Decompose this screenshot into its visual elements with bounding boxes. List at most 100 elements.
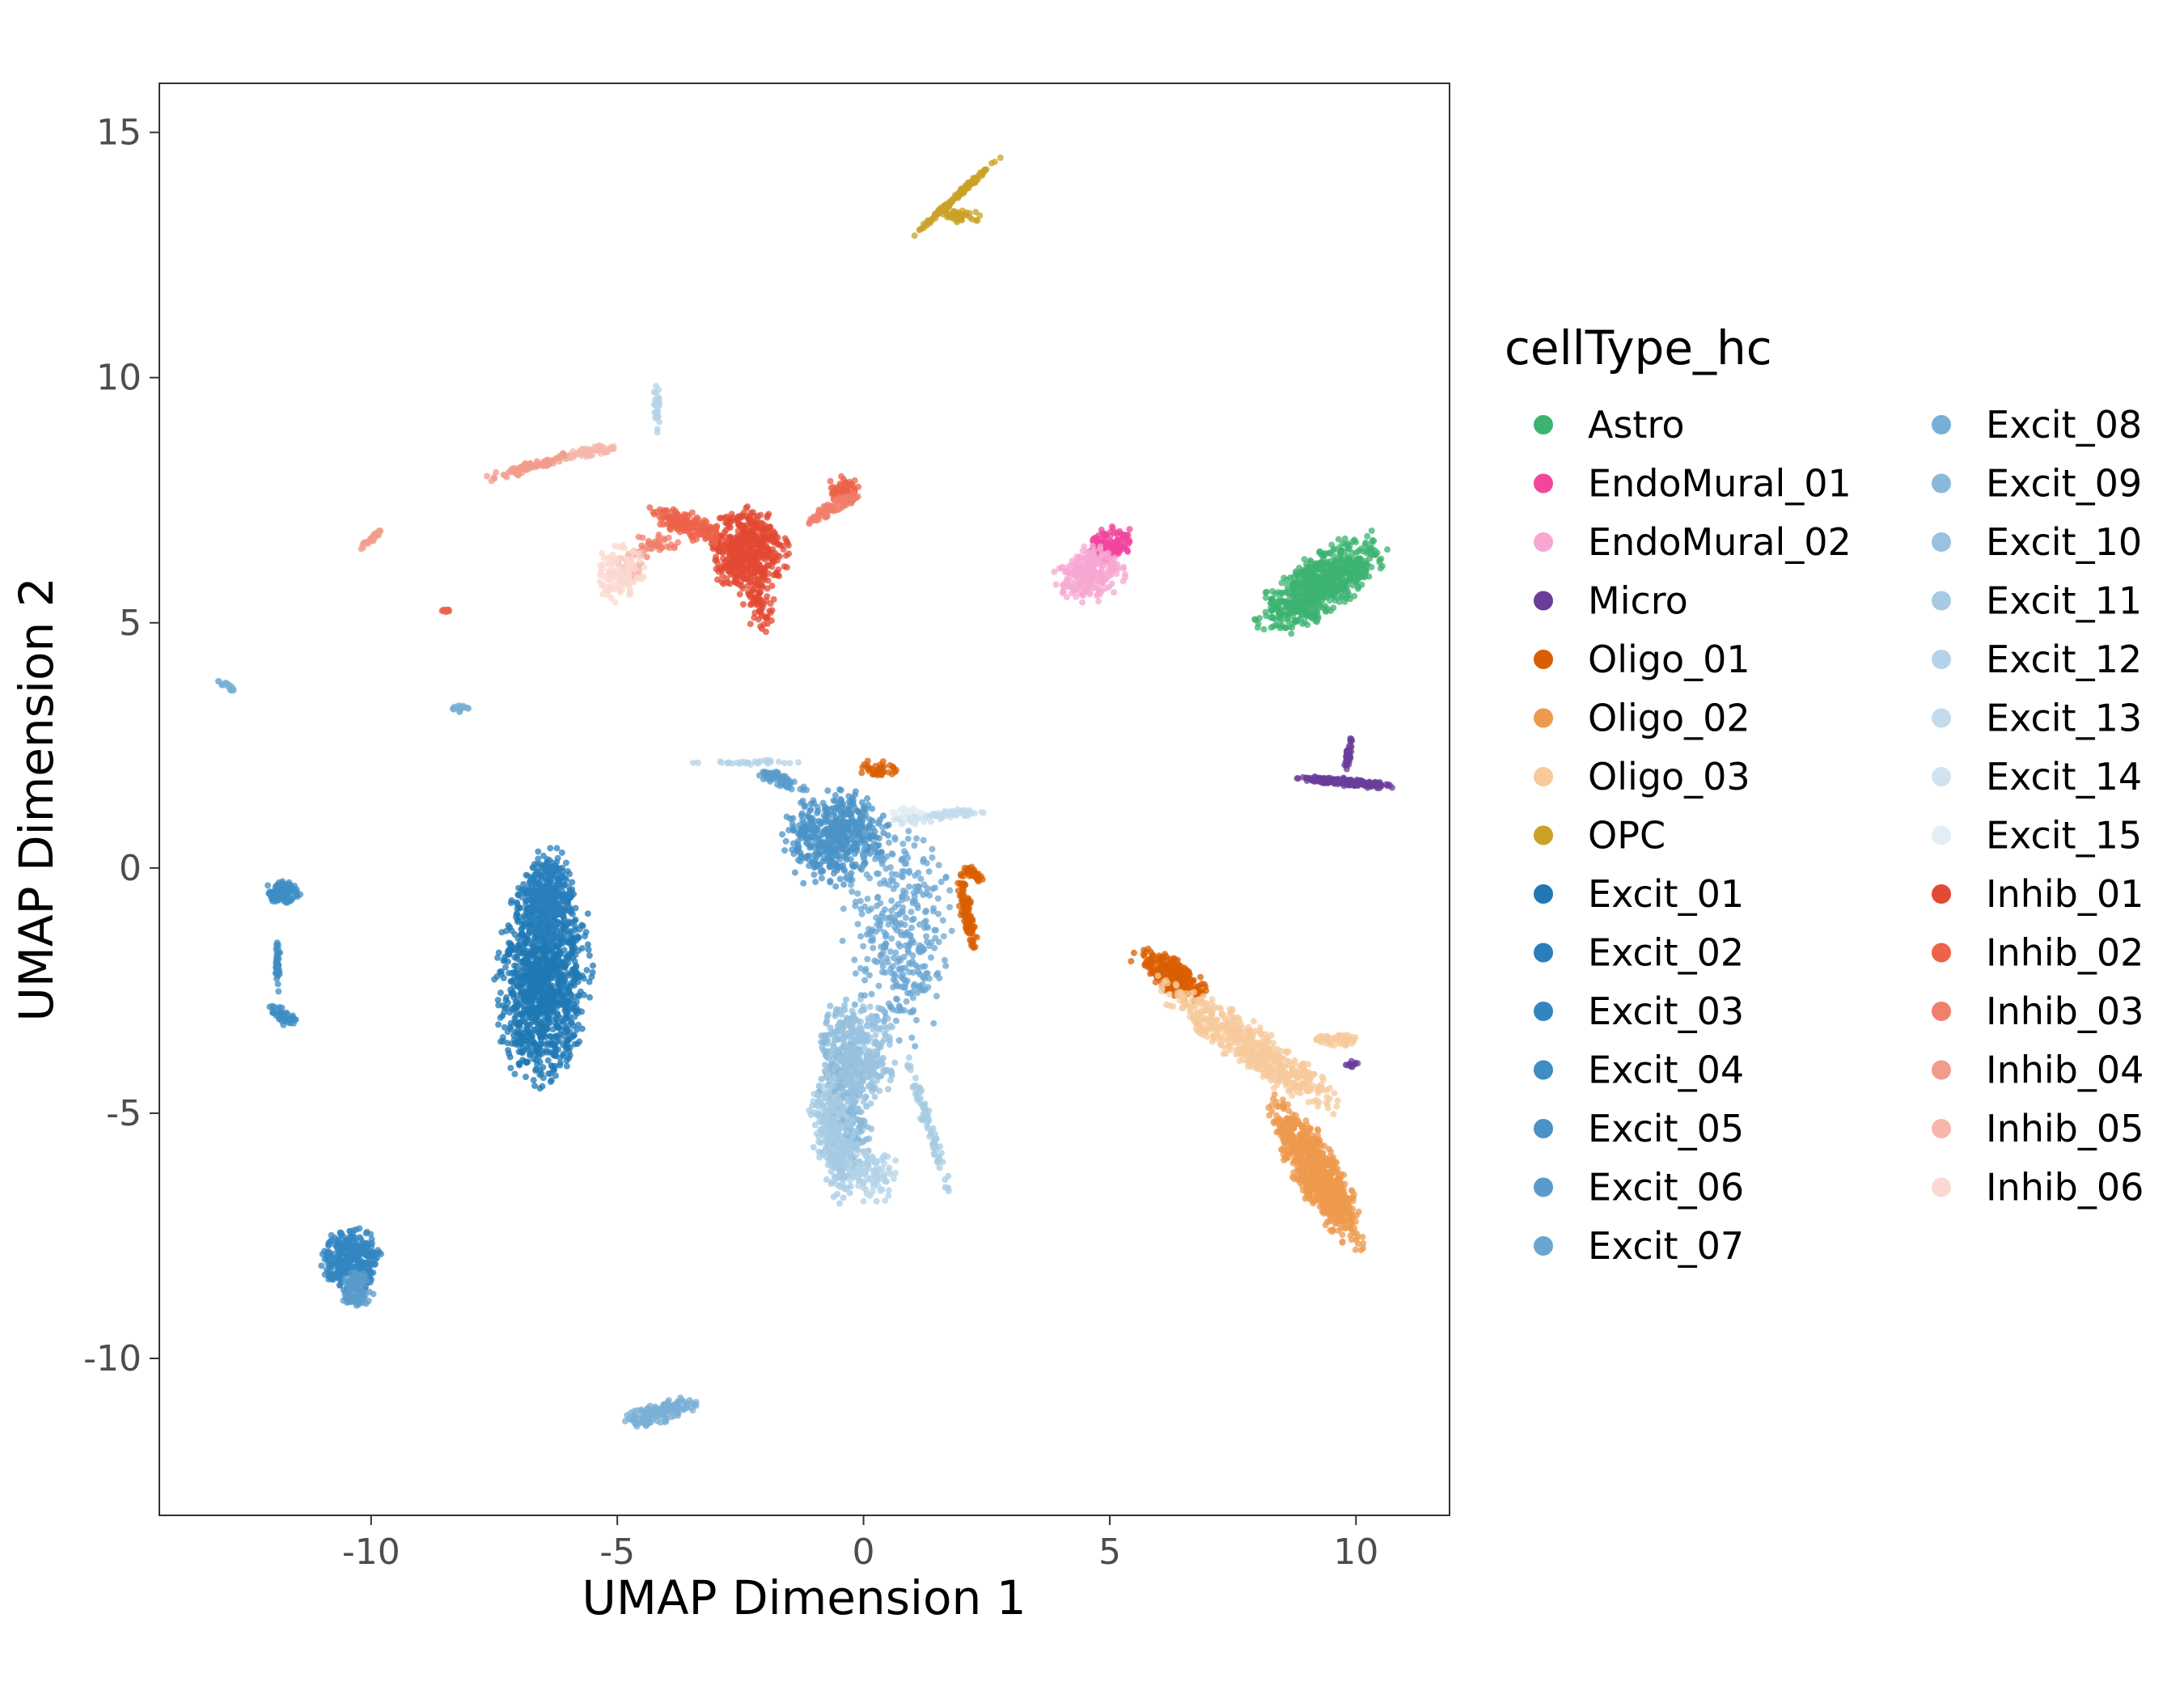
data-point	[1302, 774, 1310, 782]
data-point	[1326, 1146, 1333, 1153]
data-point	[540, 900, 548, 908]
data-point	[540, 1064, 547, 1071]
data-point	[1175, 992, 1182, 999]
data-point	[1345, 591, 1352, 599]
data-point	[1347, 743, 1354, 750]
data-point	[1111, 589, 1118, 596]
data-point	[565, 987, 572, 994]
data-point	[1302, 591, 1310, 599]
data-point	[513, 992, 520, 999]
data-point	[1162, 964, 1169, 972]
data-point	[1090, 566, 1098, 572]
data-point	[536, 1040, 544, 1048]
data-point	[583, 967, 590, 974]
data-point	[1114, 536, 1121, 543]
data-point	[1316, 600, 1323, 607]
data-point	[950, 212, 958, 219]
data-point	[1250, 1018, 1257, 1025]
data-point	[563, 1062, 570, 1070]
data-point	[511, 1040, 518, 1047]
data-point	[1348, 555, 1356, 562]
data-point	[1283, 1079, 1290, 1087]
data-point	[1095, 598, 1102, 605]
data-point	[1362, 539, 1369, 546]
data-point	[1331, 778, 1339, 786]
data-point	[1314, 1180, 1321, 1188]
data-point	[1058, 565, 1065, 572]
data-point	[1385, 781, 1392, 788]
data-point	[1323, 608, 1330, 615]
data-point	[1326, 1175, 1333, 1182]
data-point	[889, 763, 896, 770]
data-point	[916, 227, 923, 234]
data-point	[1222, 1050, 1230, 1057]
data-point	[1083, 561, 1090, 568]
data-point	[1233, 1051, 1240, 1058]
data-point	[1094, 571, 1101, 578]
data-point	[1384, 546, 1391, 553]
data-point	[1231, 1027, 1238, 1035]
data-point	[1307, 558, 1314, 566]
data-point	[565, 883, 572, 890]
data-point	[1126, 526, 1133, 533]
data-point	[511, 1070, 518, 1078]
data-point	[1086, 583, 1092, 590]
data-point	[971, 943, 979, 951]
data-point	[885, 769, 892, 776]
data-point	[1188, 1002, 1196, 1010]
data-point	[974, 217, 981, 224]
data-point	[1226, 1006, 1234, 1013]
data-point	[1297, 1069, 1304, 1076]
data-point	[586, 994, 593, 1001]
data-point	[1270, 1084, 1277, 1091]
data-point	[1107, 571, 1115, 578]
data-point	[1293, 1112, 1299, 1119]
data-point	[1263, 594, 1269, 601]
data-point	[1299, 1122, 1306, 1129]
data-point	[1319, 557, 1327, 564]
data-point	[1289, 1174, 1296, 1180]
data-point	[1280, 1130, 1287, 1138]
data-point	[574, 1040, 581, 1048]
data-point	[1254, 624, 1261, 631]
data-point	[1103, 585, 1109, 592]
data-point	[1270, 623, 1277, 630]
data-point	[1368, 540, 1375, 547]
data-point	[1103, 532, 1110, 539]
data-point	[524, 912, 531, 919]
data-point	[514, 1002, 521, 1009]
data-point	[1310, 575, 1318, 583]
data-point	[535, 1008, 542, 1015]
data-point	[1099, 561, 1106, 568]
data-point	[1303, 1068, 1310, 1075]
data-point	[971, 871, 979, 878]
data-point	[1149, 951, 1156, 959]
data-point	[528, 896, 535, 903]
data-point	[1339, 1239, 1346, 1246]
data-point	[578, 972, 586, 979]
data-point	[1326, 1095, 1333, 1102]
data-point	[1312, 595, 1319, 603]
data-point	[1324, 1101, 1331, 1108]
data-point	[1348, 1057, 1355, 1065]
data-point	[1339, 1214, 1346, 1222]
data-point	[1323, 1202, 1331, 1210]
data-point	[1187, 983, 1195, 990]
data-point	[1348, 1040, 1356, 1047]
data-point	[1334, 1097, 1341, 1104]
data-point	[1336, 778, 1344, 786]
data-point	[555, 1046, 561, 1053]
data-point	[1269, 587, 1276, 595]
data-point	[877, 761, 884, 769]
data-point	[1154, 972, 1162, 980]
data-point	[1116, 527, 1124, 535]
data-point	[588, 973, 595, 981]
data-point	[520, 975, 527, 982]
data-point	[1276, 1123, 1283, 1130]
data-point	[548, 859, 556, 866]
data-point	[1292, 618, 1299, 625]
data-point	[1270, 1056, 1276, 1063]
data-point	[552, 885, 558, 892]
data-point	[1312, 590, 1319, 596]
data-point	[540, 925, 546, 932]
